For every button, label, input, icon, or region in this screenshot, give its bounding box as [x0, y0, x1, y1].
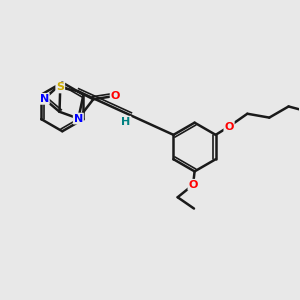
Text: O: O: [111, 91, 120, 101]
Text: N: N: [40, 94, 49, 104]
Text: O: O: [224, 122, 234, 131]
Text: N: N: [74, 114, 83, 124]
Text: H: H: [121, 117, 130, 127]
Text: O: O: [188, 180, 198, 190]
Text: S: S: [56, 82, 64, 92]
